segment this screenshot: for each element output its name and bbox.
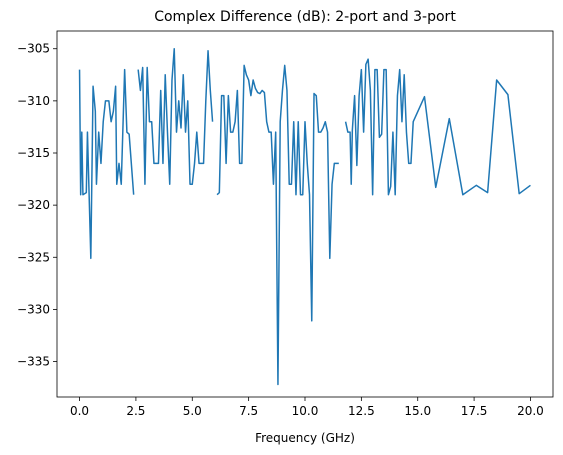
chart-title: Complex Difference (dB): 2-port and 3-po…	[154, 9, 456, 25]
axes-frame	[56, 30, 554, 398]
x-tick-label: 12.5	[348, 404, 375, 418]
y-tick-label: −325	[17, 250, 50, 264]
x-tick-label: 17.5	[461, 404, 488, 418]
y-tick-label: −330	[17, 302, 50, 316]
x-tick-label: 7.5	[239, 404, 258, 418]
data-line	[78, 47, 531, 386]
x-tick-label: 15.0	[404, 404, 431, 418]
x-axis-label: Frequency (GHz)	[255, 431, 355, 445]
y-tick-label: −315	[17, 146, 50, 160]
x-tick-label: 5.0	[183, 404, 202, 418]
x-tick-label: 20.0	[517, 404, 544, 418]
y-tick-label: −305	[17, 42, 50, 56]
x-tick-label: 10.0	[292, 404, 319, 418]
x-tick-label: 2.5	[126, 404, 145, 418]
x-tick-label: 0.0	[70, 404, 89, 418]
y-tick-label: −335	[17, 355, 50, 369]
y-tick-label: −310	[17, 94, 50, 108]
y-tick-label: −320	[17, 198, 50, 212]
